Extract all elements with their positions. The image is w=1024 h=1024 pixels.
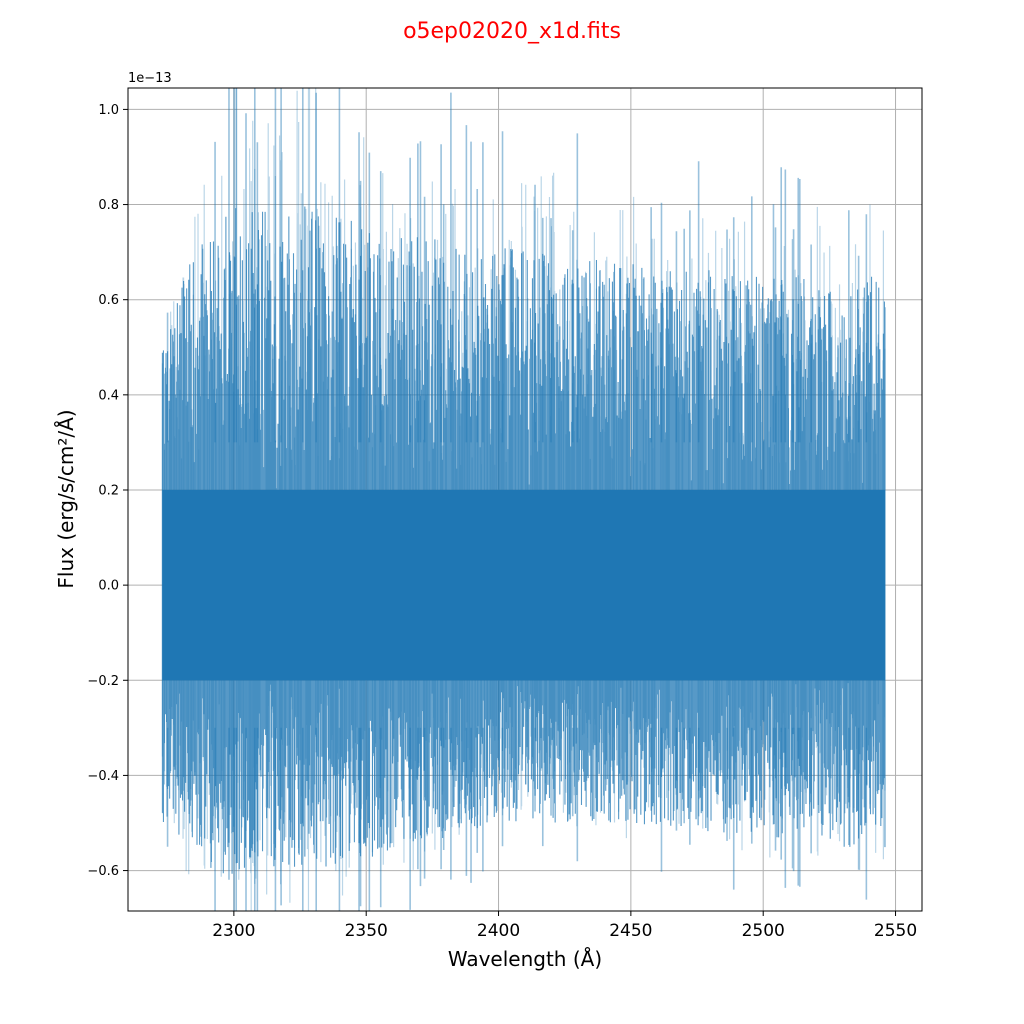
chart-title: o5ep02020_x1d.fits xyxy=(403,19,621,44)
x-axis-label: Wavelength (Å) xyxy=(448,947,602,971)
y-tick-label: 0.4 xyxy=(98,388,119,403)
x-tick-label: 2550 xyxy=(874,921,917,941)
spectrum-core-band xyxy=(162,489,885,681)
y-tick-label: 1.0 xyxy=(98,103,119,118)
spectrum-series xyxy=(161,88,886,911)
y-tick-label: 0.8 xyxy=(98,198,119,213)
y-tick-label: −0.6 xyxy=(87,864,119,879)
y-tick-label: 0.0 xyxy=(98,579,119,594)
x-axis-ticks: 2300 2350 2400 2450 2500 2550 xyxy=(212,911,917,941)
x-tick-label: 2400 xyxy=(477,921,520,941)
data-series xyxy=(161,88,886,911)
y-axis-offset-text: 1e−13 xyxy=(128,71,172,86)
x-tick-label: 2500 xyxy=(742,921,785,941)
x-tick-label: 2450 xyxy=(609,921,652,941)
x-tick-label: 2350 xyxy=(345,921,388,941)
y-tick-label: −0.2 xyxy=(87,674,119,689)
y-axis-ticks: −0.6 −0.4 −0.2 0.0 0.2 0.4 0.6 0.8 1.0 xyxy=(87,103,128,879)
y-tick-label: 0.6 xyxy=(98,293,119,308)
y-tick-label: −0.4 xyxy=(87,769,119,784)
y-axis-label: Flux (erg/s/cm²/Å) xyxy=(54,409,78,588)
x-tick-label: 2300 xyxy=(212,921,255,941)
y-tick-label: 0.2 xyxy=(98,483,119,498)
plot-frame xyxy=(127,87,923,912)
